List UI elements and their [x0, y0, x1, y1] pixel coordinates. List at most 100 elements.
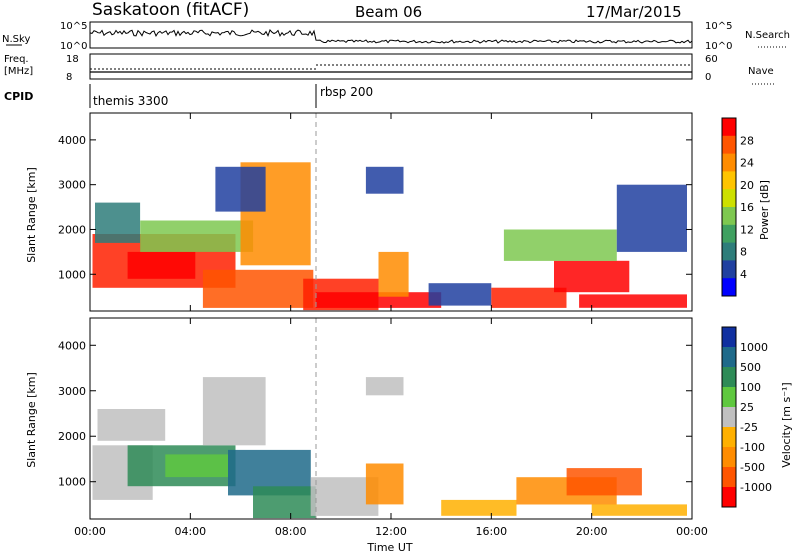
power-colorbar-swatch	[722, 260, 736, 279]
power-colorbar-tick: 24	[740, 157, 754, 170]
velocity-data-region	[165, 454, 228, 478]
freq-tick-top: 18	[66, 54, 79, 65]
velocity-ytick-label: 1000	[58, 476, 86, 489]
power-data-region	[491, 287, 567, 308]
velocity-data-region	[365, 463, 404, 505]
power-colorbar-tick: 12	[740, 223, 754, 236]
power-data-region	[315, 292, 442, 308]
velocity-ytick-label: 4000	[58, 339, 86, 352]
velocity-ylabel: Slant Range [km]	[25, 372, 38, 468]
nave-tick-top: 60	[705, 54, 718, 65]
velocity-colorbar-swatch	[722, 407, 736, 428]
power-colorbar-tick: 28	[740, 134, 754, 147]
power-colorbar-tick: 4	[740, 268, 747, 281]
power-colorbar-swatch	[722, 171, 736, 190]
time-xtick-label: 04:00	[174, 525, 206, 538]
cpid-label: CPID	[4, 90, 33, 103]
time-xtick-label: 00:00	[676, 525, 708, 538]
nsky-label: N.Sky	[2, 34, 30, 45]
nsky-tick-bottom: 10^0	[60, 41, 87, 52]
velocity-colorbar-tick: -1000	[740, 481, 772, 494]
power-colorbar-swatch	[722, 153, 736, 172]
power-ytick-label: 1000	[58, 268, 86, 281]
velocity-colorbar-tick: -100	[740, 441, 765, 454]
power-data-region	[215, 166, 266, 212]
velocity-colorbar-tick: 500	[740, 361, 761, 374]
power-colorbar-label: Power [dB]	[758, 180, 771, 240]
time-xtick-label: 00:00	[74, 525, 106, 538]
time-xtick-label: 12:00	[375, 525, 407, 538]
power-data-region	[127, 251, 196, 279]
power-colorbar-tick: 8	[740, 246, 747, 259]
velocity-colorbar-swatch	[722, 487, 736, 508]
nave-label: Nave	[748, 66, 774, 77]
power-data-region	[95, 202, 141, 243]
velocity-colorbar-tick: -500	[740, 461, 765, 474]
power-data-region	[428, 283, 492, 306]
power-data-region	[616, 184, 687, 252]
nsearch-label: N.Search	[745, 30, 790, 41]
nsky-trace	[89, 29, 693, 44]
velocity-ytick-label: 3000	[58, 385, 86, 398]
velocity-data-region	[97, 409, 166, 441]
velocity-data-region	[365, 377, 404, 396]
power-colorbar-swatch	[722, 135, 736, 155]
velocity-data-region	[566, 468, 642, 496]
velocity-colorbar-swatch	[722, 467, 736, 488]
power-colorbar-frame	[721, 117, 737, 297]
nsky-panel	[89, 21, 693, 49]
velocity-data-region	[253, 486, 316, 519]
power-data-region	[503, 229, 617, 261]
cpid-segment-1: themis 3300	[93, 94, 168, 108]
nsky-trace-line	[89, 29, 693, 44]
power-colorbar-swatch	[722, 278, 736, 297]
power-ytick-label: 2000	[58, 223, 86, 236]
power-colorbar-tick: 20	[740, 179, 754, 192]
time-xtick-label: 08:00	[275, 525, 307, 538]
date-label: 17/Mar/2015	[586, 3, 682, 21]
power-panel: 1000 2000 3000 4000 28 24 20 16 12 8 4	[58, 112, 754, 312]
power-colorbar-tick: 16	[740, 201, 754, 214]
velocity-colorbar-swatch	[722, 447, 736, 468]
time-xtick-label: 16:00	[475, 525, 507, 538]
power-data-region	[365, 166, 404, 194]
velocity-colorbar-swatch	[722, 327, 736, 348]
power-colorbar-swatch	[722, 224, 736, 244]
beam-label: Beam 06	[355, 3, 422, 21]
velocity-panel: 1000 2000 3000 4000 00:00 04:00 08:00 12:00 16:0…	[58, 317, 772, 538]
power-ytick-label: 4000	[58, 134, 86, 147]
nsky-tick-top: 10^5	[60, 21, 87, 32]
station-title: Saskatoon (fitACF)	[92, 0, 249, 20]
velocity-colorbar-tick: 1000	[740, 341, 768, 354]
velocity-colorbar-tick: 100	[740, 381, 761, 394]
time-xlabel: Time UT	[366, 541, 412, 554]
velocity-data-region	[591, 504, 687, 516]
time-xtick-label: 20:00	[576, 525, 608, 538]
nsearch-tick-bottom: 10^0	[705, 41, 732, 52]
velocity-data-region	[202, 377, 266, 446]
nsearch-tick-top: 10^5	[705, 21, 732, 32]
power-colorbar-swatch	[722, 189, 736, 208]
freq-label-2: [MHz]	[4, 66, 33, 77]
freq-tick-bottom: 8	[66, 72, 72, 83]
velocity-colorbar-swatch	[722, 427, 736, 448]
velocity-colorbar-swatch	[722, 367, 736, 388]
power-ytick-label: 3000	[58, 179, 86, 192]
velocity-colorbar-tick: -25	[740, 421, 758, 434]
velocity-colorbar-frame	[721, 326, 737, 508]
power-ylabel: Slant Range [km]	[25, 167, 38, 263]
power-data-region	[554, 260, 630, 293]
power-data-region	[378, 251, 409, 297]
velocity-colorbar-label: Velocity [m s⁻¹]	[780, 382, 793, 467]
power-data-region	[579, 294, 687, 308]
power-colorbar-swatch	[722, 242, 736, 261]
nave-tick-bottom: 0	[705, 72, 711, 83]
cpid-segment-2: rbsp 200	[320, 85, 373, 99]
velocity-ytick-label: 2000	[58, 430, 86, 443]
velocity-colorbar-tick: 25	[740, 401, 754, 414]
power-colorbar-swatch	[722, 118, 736, 137]
power-data-region	[202, 269, 314, 308]
velocity-colorbar-swatch	[722, 387, 736, 408]
freq-panel	[89, 53, 693, 80]
